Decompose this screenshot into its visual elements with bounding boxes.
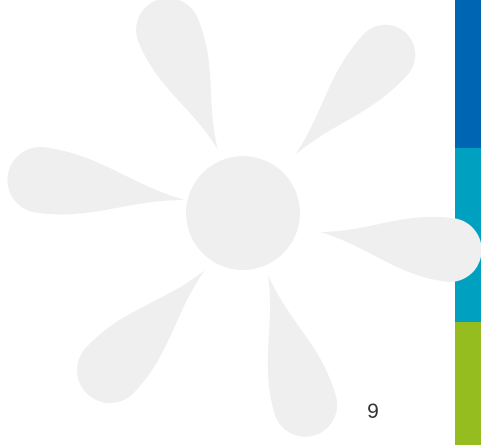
page-number: 9: [367, 400, 379, 423]
petal: [126, 0, 247, 162]
page: 9 (() => { const data = JSON.parse(docum…: [0, 0, 481, 445]
flower-center: [186, 156, 300, 270]
green-bar: [455, 322, 481, 445]
petal: [3, 143, 189, 233]
flower: [3, 0, 481, 444]
petal: [237, 266, 345, 444]
petal: [63, 247, 229, 416]
petal: [273, 12, 428, 175]
blue-bar: [455, 0, 481, 148]
page-canvas: 9: [0, 0, 481, 445]
